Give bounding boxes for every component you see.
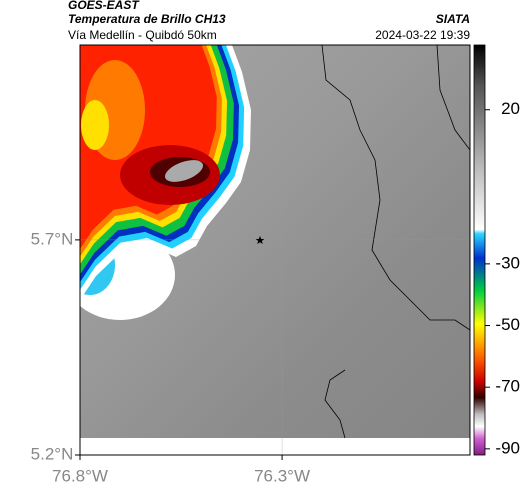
- timestamp: 2024-03-22 19:39: [375, 28, 470, 42]
- route: Vía Medellín - Quibdó 50km: [68, 28, 217, 42]
- agency: SIATA: [436, 12, 470, 26]
- y-tick-label: 5.7°N: [31, 229, 74, 248]
- colorbar-tick-label: 20: [501, 99, 520, 118]
- source: GOES-EAST: [68, 0, 140, 12]
- location-marker: [255, 236, 265, 244]
- imagery: [80, 45, 470, 438]
- x-tick-label: 76.8°W: [52, 466, 108, 485]
- colorbar-tick-label: -50: [495, 315, 520, 334]
- y-tick-label: 5.2°N: [31, 444, 74, 463]
- colorbar: [473, 44, 486, 456]
- map-frame: [79, 44, 471, 456]
- colorbar-tick-label: -90: [495, 438, 520, 457]
- colorbar-tick-label: -70: [495, 377, 520, 396]
- product: Temperatura de Brillo CH13: [68, 12, 226, 26]
- x-tick-label: 76.3°W: [254, 466, 310, 485]
- colorbar-tick-label: -30: [495, 253, 520, 272]
